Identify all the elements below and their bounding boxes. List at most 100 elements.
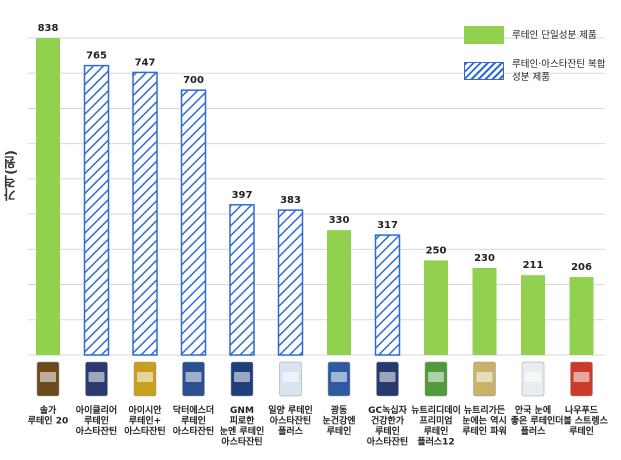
category-label-line: 아스타잔틴 (124, 425, 165, 437)
product-image-1 (36, 361, 60, 397)
category-label-line: 루테인 20 (28, 415, 69, 427)
category-label-3: 아이시안 루테인+ 아스타잔틴 (124, 404, 165, 437)
bar-3 (132, 71, 158, 356)
category-label-line: 플러스 (521, 425, 547, 437)
legend-swatch-single (464, 26, 504, 44)
category-label-6: 일양 루테인 아스타잔틴 플러스 (268, 404, 313, 437)
product-image-9 (424, 361, 448, 397)
bar-7 (327, 230, 351, 355)
product-image-11 (521, 361, 545, 397)
value-label-11: 211 (523, 260, 544, 271)
category-label-line: 아스타잔틴 (221, 436, 262, 448)
category-label-line: 피로한 (230, 415, 256, 427)
category-label-line: GC녹십자 (368, 404, 408, 416)
category-label-line: 뉴트리가든 (464, 404, 505, 416)
product-label-area (525, 372, 541, 382)
category-label-line: 루테인+ (129, 415, 161, 427)
value-label-5: 397 (232, 190, 253, 201)
product-image-10 (473, 361, 496, 397)
category-label-1: 솔가 루테인 20 (28, 404, 69, 427)
category-label-line: 루테인 (181, 415, 206, 427)
y-axis-label: 가격(원) (4, 150, 19, 201)
bar-10 (472, 267, 497, 355)
category-label-line: 아이시안 (128, 404, 162, 416)
category-label-line: 플러스12 (417, 436, 454, 448)
value-label-7: 330 (329, 215, 350, 226)
bar-2 (83, 64, 110, 356)
value-label-3: 747 (135, 57, 156, 68)
product-label-area (379, 372, 396, 382)
category-label-line: 눈에는 역시 (462, 415, 507, 427)
category-label-line: 프리미엄 (419, 415, 452, 427)
value-label-2: 765 (86, 51, 107, 62)
product-label-area (573, 372, 590, 382)
category-label-line: 좋은 루테인 (511, 415, 556, 427)
category-label-line: 안국 눈에 (515, 404, 551, 416)
value-label-4: 700 (183, 75, 204, 86)
bar-9 (424, 260, 448, 355)
category-label-line: 일양 루테인 (268, 404, 313, 416)
category-label-line: 루테인 (569, 425, 594, 437)
product-label-area (137, 372, 153, 382)
value-label-12: 206 (571, 262, 592, 273)
category-label-line: 아이클리어 (76, 404, 117, 416)
product-label-area (40, 372, 56, 382)
category-label-line: GNM (230, 406, 254, 416)
product-label-area (331, 372, 347, 382)
category-label-line: 눈엔 루테인 (220, 425, 265, 437)
category-label-line: 아스타잔틴 (367, 436, 408, 448)
category-label-line: 눈건강엔 (322, 415, 355, 427)
bar-5 (229, 204, 255, 356)
product-label-area (428, 372, 444, 382)
legend-item-single: 루테인 단일성분 제품 (464, 26, 614, 44)
category-label-line: 루테인 파워 (462, 425, 507, 437)
product-image-3 (133, 361, 157, 397)
value-label-1: 838 (38, 23, 59, 34)
category-label-8: GC녹십자 건강한가 루테인 아스타잔틴 (367, 404, 408, 448)
product-image-12 (570, 361, 593, 397)
value-label-10: 230 (474, 253, 495, 264)
category-label-10: 뉴트리가든 눈에는 역시 루테인 파워 (462, 404, 507, 437)
category-label-5: GNM 피로한 눈엔 루테인 아스타잔틴 (220, 406, 265, 448)
category-label-12: 나우푸드 더블 스트렝스 루테인 (555, 404, 609, 437)
product-image-8 (376, 361, 399, 397)
category-label-4: 닥터에스더 루테인 아스타잔틴 (173, 404, 214, 437)
value-label-9: 250 (426, 245, 447, 256)
product-label-area (282, 372, 299, 382)
product-label-area (476, 372, 493, 382)
product-image-7 (327, 361, 351, 397)
bar-6 (277, 209, 304, 356)
category-label-line: 나우푸드 (565, 404, 599, 416)
category-label-7: 광동 눈건강엔 루테인 (322, 404, 355, 437)
category-label-line: 루테인 (375, 425, 400, 437)
category-label-9: 뉴트리디데이 프리미엄 루테인 플러스12 (411, 404, 461, 448)
product-label-area (88, 372, 105, 382)
category-label-line: 루테인 (327, 425, 352, 437)
category-label-line: 아스타잔틴 (76, 425, 117, 437)
category-label-line: 광동 (331, 404, 348, 416)
category-label-2: 아이클리어 루테인 아스타잔틴 (76, 404, 117, 437)
category-label-line: 건강한가 (371, 415, 405, 427)
category-label-line: 뉴트리디데이 (411, 404, 461, 416)
legend-swatch-combo (464, 62, 504, 80)
product-image-2 (85, 361, 108, 397)
category-label-line: 루테인 (84, 415, 109, 427)
legend-item-combo: 루테인·아스타잔틴 복합성분 제품 (464, 58, 614, 84)
category-label-11: 안국 눈에 좋은 루테인 플러스 (511, 404, 556, 437)
legend-label-single: 루테인 단일성분 제품 (512, 29, 597, 41)
category-label-line: 솔가 (40, 404, 57, 416)
category-label-line: 더블 스트렝스 (555, 415, 609, 427)
product-label-area (234, 372, 250, 382)
legend: 루테인 단일성분 제품 루테인·아스타잔틴 복합성분 제품 (464, 26, 614, 98)
product-image-6 (279, 361, 302, 397)
category-label-line: 아스타잔틴 (270, 415, 311, 427)
legend-label-combo: 루테인·아스타잔틴 복합성분 제품 (512, 59, 606, 83)
value-label-8: 317 (377, 220, 398, 231)
value-label-6: 383 (280, 195, 301, 206)
category-label-line: 아스타잔틴 (173, 425, 214, 437)
bar-11 (521, 275, 545, 355)
product-image-4 (182, 361, 205, 397)
bar-8 (374, 234, 401, 356)
